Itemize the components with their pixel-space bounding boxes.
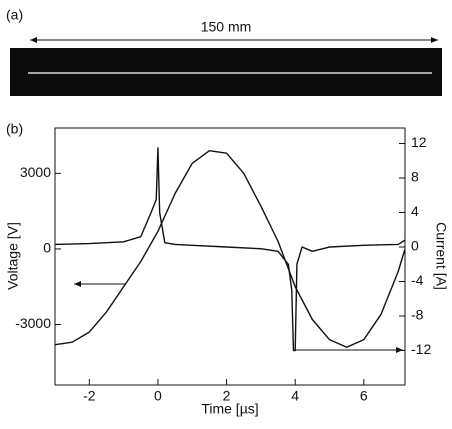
y2-tick-label: -4 xyxy=(411,272,424,288)
y-tick-label: -3000 xyxy=(15,315,51,331)
panel-label: (b) xyxy=(6,121,23,137)
plot-frame xyxy=(54,127,406,386)
y2-tick-label: 12 xyxy=(411,134,427,150)
scale-label: 150 mm xyxy=(201,19,252,35)
y-tick-label: 3000 xyxy=(20,164,51,180)
series-line xyxy=(54,147,406,352)
y2-axis-title: Current [A] xyxy=(433,222,449,290)
x-tick-label: 0 xyxy=(154,388,162,404)
x-tick-label: 6 xyxy=(360,388,368,404)
panel-label: (a) xyxy=(6,7,23,23)
x-tick-label: 2 xyxy=(223,388,231,404)
x-tick-label: 4 xyxy=(291,388,299,404)
y-axis-title: Voltage [V] xyxy=(5,222,21,290)
y2-tick-label: -8 xyxy=(411,307,424,323)
y2-tick-label: -12 xyxy=(411,341,431,357)
y2-tick-label: 0 xyxy=(411,238,419,254)
y2-tick-label: 8 xyxy=(411,169,419,185)
x-tick-label: -2 xyxy=(83,388,96,404)
y-tick-label: 0 xyxy=(43,240,51,256)
x-axis-title: Time [µs] xyxy=(201,401,258,417)
series-line xyxy=(54,149,406,348)
y2-tick-label: 4 xyxy=(411,203,419,219)
